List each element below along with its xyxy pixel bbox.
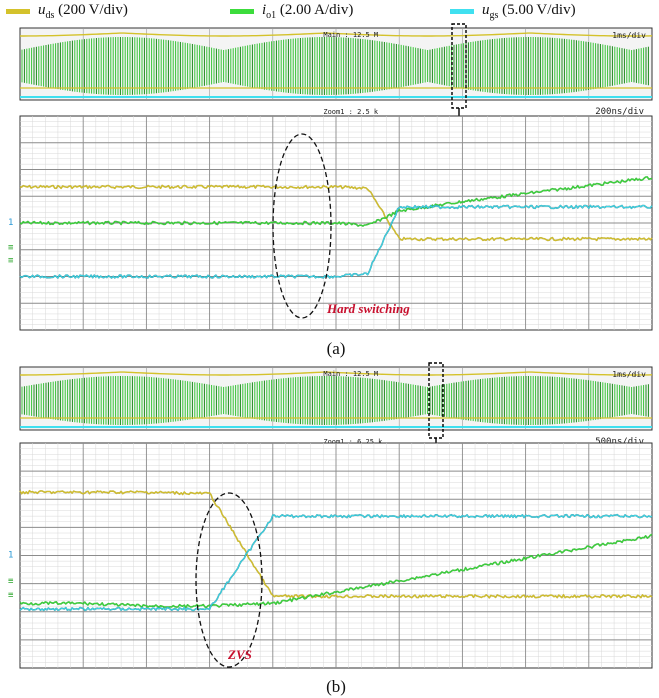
switching-ellipse: [272, 133, 332, 319]
trace-uds-highlight: [19, 184, 653, 242]
channel-marker: ≡: [8, 256, 14, 266]
trace-io1-highlight: [19, 176, 653, 227]
panel-caption: (a): [327, 339, 346, 358]
legend-item-io1: io1 (2.00 A/div): [230, 2, 353, 21]
zoom-timebase: 200ns/div: [595, 107, 644, 117]
zoom-label: Zoom1 : 2.5 k: [323, 108, 379, 116]
zoom-label: Zoom1 : 6.25 k: [323, 438, 383, 446]
panel-b: Main : 12.5 M 1ms/div Zoom1 : 6.25 k 500ns/…: [8, 362, 653, 696]
overview-timebase: 1ms/div: [612, 370, 646, 379]
legend-label-io1: io1 (2.00 A/div): [262, 2, 354, 21]
legend-swatch-uds: [6, 9, 30, 14]
overview-uds-trace: [19, 32, 653, 37]
switching-annotation: ZVS: [227, 647, 252, 662]
overview-main-label: Main : 12.5 M: [323, 370, 378, 378]
channel-marker: ≡: [8, 243, 14, 253]
legend-label-uds: uds (200 V/div): [38, 2, 128, 21]
channel-marker: 1: [8, 551, 13, 561]
trace-ugs-highlight: [19, 204, 653, 279]
channel-marker: 1: [8, 218, 13, 228]
overview-main-label: Main : 12.5 M: [323, 31, 378, 39]
legend-label-ugs: ugs (5.00 V/div): [482, 2, 576, 21]
trace-ugs-highlight: [19, 514, 653, 612]
switching-annotation: Hard switching: [326, 301, 410, 316]
trace-uds-highlight: [19, 490, 653, 599]
panel-caption: (b): [326, 677, 346, 696]
channel-marker: ≡: [8, 577, 14, 587]
legend-swatch-io1: [230, 9, 254, 14]
panel-a: Main : 12.5 M 1ms/div Zoom1 : 2.5 k 200ns/d…: [8, 23, 653, 358]
legend-swatch-ugs: [450, 9, 474, 14]
legend-item-ugs: ugs (5.00 V/div): [450, 2, 576, 21]
trace-io1-highlight: [19, 533, 653, 609]
channel-marker: ≡: [8, 591, 14, 601]
switching-ellipse: [195, 492, 263, 668]
zoom-timebase: 500ns/div: [595, 437, 644, 447]
overview-uds-trace: [19, 371, 653, 376]
legend-item-uds: uds (200 V/div): [6, 2, 128, 21]
overview-timebase: 1ms/div: [612, 31, 646, 40]
legend: uds (200 V/div) io1 (2.00 A/div) ugs (5.…: [0, 0, 659, 24]
